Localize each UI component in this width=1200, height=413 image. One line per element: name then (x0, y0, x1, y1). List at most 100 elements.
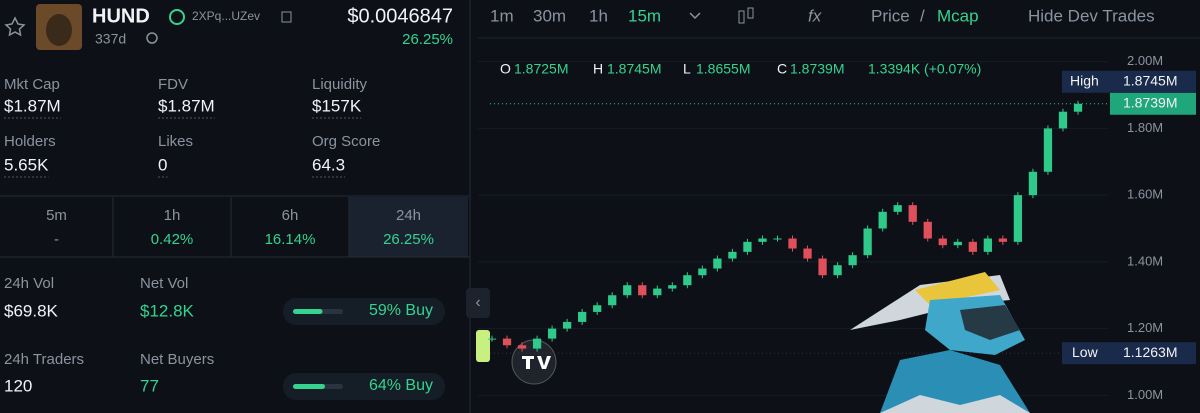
y-tick-label: 1.60M (1127, 187, 1163, 202)
stat-label: Mkt Cap (4, 76, 60, 93)
candle-body (713, 258, 722, 269)
ohlc-o: O (500, 61, 511, 77)
tab-value: 0.42% (151, 231, 194, 248)
candle-body (487, 338, 497, 340)
interval[interactable]: 1m (490, 6, 514, 25)
mascot (850, 272, 1030, 413)
mascot-part (960, 305, 1020, 340)
ohlc-change: 1.3394K (+0.07%) (868, 61, 981, 77)
candle-body (638, 285, 647, 296)
low-value: 1.1263M (1123, 344, 1177, 360)
candle-body (968, 241, 977, 252)
ohlc-c-value: 1.8739M (790, 61, 844, 77)
ohlc-o-value: 1.8725M (514, 61, 568, 77)
collapse-button[interactable] (466, 288, 490, 318)
stat-label: FDV (158, 76, 188, 93)
candle-icon[interactable] (738, 7, 754, 24)
activity-value: 77 (140, 376, 159, 395)
candle-body (668, 285, 677, 289)
candle-body (653, 288, 662, 296)
buy-bar (293, 309, 323, 314)
hide-dev-trades[interactable]: Hide Dev Trades (1028, 6, 1155, 25)
price-toggle[interactable]: Price (871, 6, 910, 25)
tab-label[interactable]: 1h (164, 207, 181, 224)
candle-body (1073, 103, 1083, 112)
candle-body (893, 205, 902, 212)
stat-label: Holders (4, 133, 56, 150)
verified-icon (169, 9, 185, 25)
fx-button[interactable]: fx (808, 6, 822, 25)
candle-body (953, 241, 962, 246)
current-price-label: 1.8739M (1123, 94, 1177, 110)
activity-value: $69.8K (4, 301, 59, 320)
high-box (1062, 70, 1196, 93)
collapse-icon: ‹ (475, 294, 480, 311)
stat-value: 5.65K (4, 155, 49, 174)
candle-body (547, 328, 557, 339)
mascot-part (880, 395, 1030, 413)
stat-value: $1.87M (158, 96, 215, 115)
toggle-slash: / (920, 6, 925, 25)
interval[interactable]: 15m (628, 6, 661, 25)
candle-body (593, 305, 602, 312)
candle-body (532, 338, 542, 349)
stat-value: 64.3 (312, 155, 345, 174)
candle-body (1013, 195, 1023, 242)
candle-body (998, 238, 1008, 242)
tab-label[interactable]: 24h (396, 207, 421, 224)
y-tick-label: 1.80M (1127, 120, 1163, 135)
active-tab-bg (349, 197, 468, 257)
buy-bar (293, 384, 325, 389)
candle-body (878, 211, 887, 229)
handle[interactable] (476, 330, 490, 362)
ohlc-h: H (593, 61, 603, 77)
tv-logo-mark (522, 356, 551, 369)
search-icon[interactable] (146, 32, 158, 44)
low-label: Low (1072, 344, 1099, 360)
candle-body (758, 238, 767, 242)
activity-label: 24h Traders (4, 351, 84, 368)
tab-label[interactable]: 5m (46, 207, 67, 224)
stat-label: Liquidity (312, 76, 368, 93)
stat-value: $1.87M (4, 96, 61, 115)
candle-body (517, 345, 527, 349)
candle-body (803, 248, 812, 259)
candle-body (818, 258, 827, 276)
interval[interactable]: 30m (533, 6, 566, 25)
mascot-part (915, 272, 1000, 305)
copy-icon[interactable] (281, 11, 292, 23)
candle-body (562, 321, 572, 329)
candle-body (1058, 111, 1068, 129)
candle-body (623, 285, 632, 296)
candle-body (1043, 128, 1053, 172)
candle-body (863, 228, 872, 256)
y-tick-label: 1.40M (1127, 253, 1163, 268)
tab-value: 16.14% (265, 231, 316, 248)
high-value: 1.8745M (1123, 72, 1177, 88)
stat-label: Likes (158, 133, 193, 150)
favorite-star[interactable] (4, 16, 26, 37)
ohlc-l: L (683, 61, 691, 77)
interval-dropdown[interactable] (689, 12, 701, 20)
token-address: 2XPq...UZev (192, 9, 260, 23)
tab-value: 26.25% (383, 231, 434, 248)
interval[interactable]: 1h (589, 6, 608, 25)
token-symbol: HUND (92, 5, 150, 27)
buy-pill (283, 373, 445, 400)
candle-body (788, 238, 797, 249)
candle-body (983, 238, 992, 252)
candle-body (683, 275, 692, 286)
tab-label[interactable]: 6h (282, 207, 299, 224)
stat-label: Org Score (312, 133, 380, 150)
mcap-toggle[interactable]: Mcap (937, 6, 979, 25)
activity-label: Net Vol (140, 275, 188, 292)
activity-label: 24h Vol (4, 275, 54, 292)
buy-pill (283, 298, 445, 325)
buy-label: 64% Buy (369, 377, 433, 394)
token-age: 337d (95, 31, 126, 47)
tab-value: - (54, 231, 59, 248)
candle-body (728, 251, 737, 259)
ohlc-h-value: 1.8745M (607, 61, 661, 77)
